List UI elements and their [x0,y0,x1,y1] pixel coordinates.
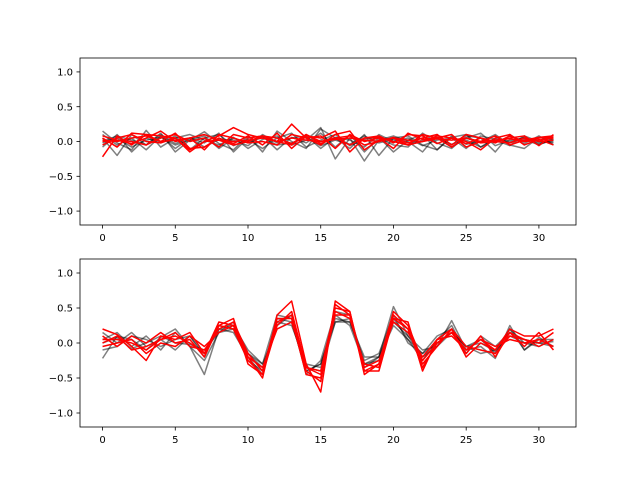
y-tick-label: 0.5 [57,304,73,315]
x-tick-label: 30 [533,435,546,446]
prediction-line-9 [102,303,554,383]
x-tick-label: 15 [314,233,327,244]
series-group [101,300,555,393]
y-tick-label: −0.5 [49,172,73,183]
x-tick-label: 25 [460,435,473,446]
y-tick-label: 0.0 [57,339,73,350]
x-tick-label: 25 [460,233,473,244]
x-tick-label: 20 [387,435,400,446]
y-tick-label: 1.0 [57,68,73,79]
subplot-bottom: 0 5 10 15 20 25 30 −1.0 −0.5 0.0 0.5 1.0 [49,258,577,446]
x-tick-label: 0 [99,233,105,244]
x-tick-label: 15 [314,435,327,446]
y-tick-label: 1.0 [57,269,73,280]
y-tick-label: −1.0 [49,207,73,218]
y-tick-label: −0.5 [49,374,73,385]
x-tick-label: 20 [387,233,400,244]
y-tick-label: −1.0 [49,409,73,420]
x-tick-label: 10 [242,435,255,446]
y-tick-label: 0.0 [57,137,73,148]
y-tick-label: 0.5 [57,102,73,113]
subplot-top: 0 5 10 15 20 25 30 −1.0 −0.5 0.0 0.5 1.0 [49,57,577,244]
prediction-line-11 [102,133,554,143]
reference-line-1 [101,128,554,157]
x-tick-label: 5 [172,435,178,446]
x-tick-label: 30 [533,233,546,244]
x-tick-label: 0 [99,435,105,446]
reference-line-0 [101,305,554,376]
x-tick-label: 5 [172,233,178,244]
x-tick-label: 10 [242,233,255,244]
series-group [101,123,554,162]
